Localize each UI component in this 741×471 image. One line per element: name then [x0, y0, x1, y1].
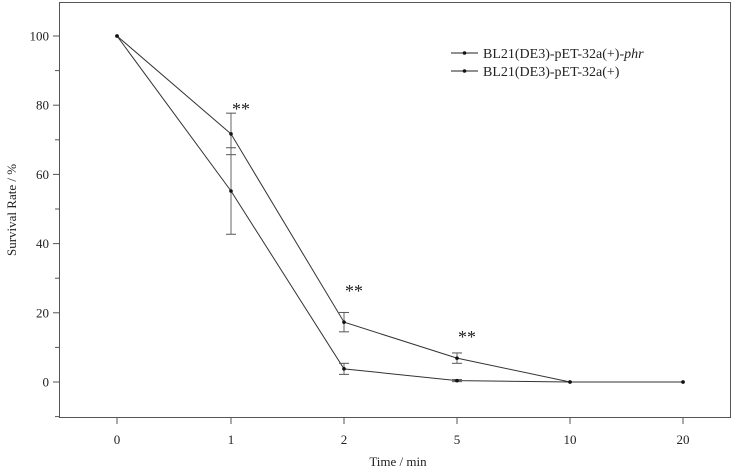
data-point [342, 367, 346, 371]
series-layer [115, 34, 685, 384]
significance-annotations: ** ** ** [232, 99, 476, 347]
significance-marker: ** [345, 281, 363, 301]
data-point [229, 132, 233, 136]
data-point [455, 356, 459, 360]
y-tick-label: 0 [43, 375, 50, 390]
y-axis-title: Survival Rate / % [4, 164, 19, 256]
data-point [115, 34, 119, 38]
x-axis-title: Time / min [369, 454, 427, 469]
plot-frame [59, 2, 731, 418]
y-tick-label: 40 [36, 236, 49, 251]
x-tick-label: 20 [677, 432, 690, 447]
y-tick-label: 80 [36, 98, 49, 113]
x-tick-label: 10 [564, 432, 577, 447]
data-point [568, 380, 572, 384]
y-tick-label: 20 [36, 305, 49, 320]
series-1 [115, 34, 685, 384]
svg-text:BL21(DE3)-pET-32a(+)-phr: BL21(DE3)-pET-32a(+)-phr [483, 47, 644, 62]
significance-marker: ** [232, 99, 250, 119]
x-tick-label: 2 [341, 432, 348, 447]
data-point [681, 380, 685, 384]
y-tick-label: 60 [36, 167, 49, 182]
x-tick-label: 1 [228, 432, 235, 447]
legend: BL21(DE3)-pET-32a(+)-phr BL21(DE3)-pET-3… [451, 47, 644, 80]
x-tick-label: 5 [454, 432, 461, 447]
svg-text:BL21(DE3)-pET-32a(+): BL21(DE3)-pET-32a(+) [483, 65, 620, 80]
legend-item-control: BL21(DE3)-pET-32a(+) [451, 65, 620, 80]
y-tick-label: 100 [30, 29, 50, 44]
significance-marker: ** [458, 327, 476, 347]
data-point [455, 378, 459, 383]
x-axis: 0 1 2 5 10 20 [114, 417, 690, 447]
data-point [342, 320, 346, 324]
y-axis: 0 20 40 60 80 100 [30, 29, 60, 418]
legend-item-phr: BL21(DE3)-pET-32a(+)-phr [451, 47, 644, 62]
series-0 [115, 34, 685, 384]
data-point [229, 189, 233, 193]
x-tick-label: 0 [114, 432, 121, 447]
